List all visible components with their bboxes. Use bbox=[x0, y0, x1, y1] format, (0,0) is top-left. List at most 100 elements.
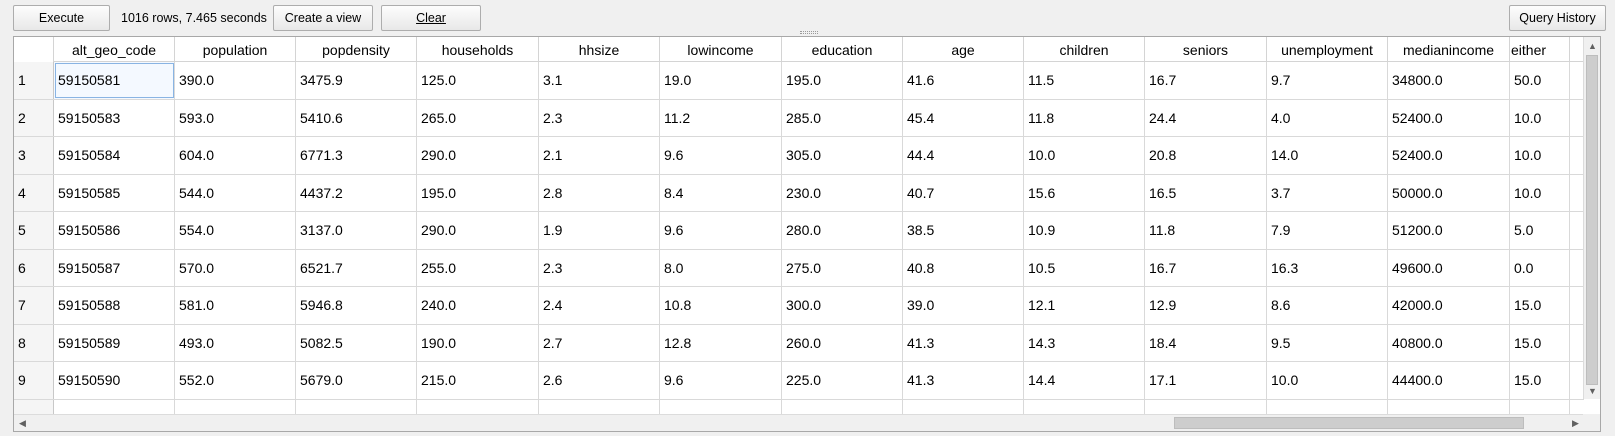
column-header-either[interactable]: either bbox=[1510, 37, 1570, 62]
table-cell[interactable]: 300.0 bbox=[782, 287, 903, 324]
table-cell[interactable]: 39.0 bbox=[903, 287, 1024, 324]
horizontal-scrollbar[interactable]: ◀ ▶ bbox=[14, 414, 1584, 431]
table-cell[interactable]: 40.8 bbox=[903, 249, 1024, 286]
table-cell[interactable]: 24.4 bbox=[1145, 99, 1267, 136]
table-cell[interactable]: 17.1 bbox=[1145, 362, 1267, 399]
table-cell[interactable]: 10.8 bbox=[660, 287, 782, 324]
table-cell[interactable]: 59150587 bbox=[54, 249, 175, 286]
table-cell[interactable]: 2.4 bbox=[539, 287, 660, 324]
table-cell[interactable]: 570.0 bbox=[175, 249, 296, 286]
table-cell[interactable]: 15.0 bbox=[1510, 287, 1570, 324]
table-cell[interactable]: 8.4 bbox=[660, 174, 782, 211]
table-cell[interactable]: 18.4 bbox=[1145, 324, 1267, 361]
table-cell[interactable]: 44.4 bbox=[903, 137, 1024, 174]
table-cell[interactable]: 285.0 bbox=[782, 99, 903, 136]
table-cell[interactable]: 195.0 bbox=[417, 174, 539, 211]
table-cell[interactable]: 2.1 bbox=[539, 137, 660, 174]
table-cell[interactable]: 38.5 bbox=[903, 212, 1024, 249]
table-cell[interactable]: 49600.0 bbox=[1388, 249, 1510, 286]
table-cell[interactable]: 2.6 bbox=[539, 362, 660, 399]
table-cell[interactable]: 12.1 bbox=[1024, 287, 1145, 324]
table-cell[interactable]: 8.0 bbox=[660, 249, 782, 286]
table-cell[interactable]: 9.6 bbox=[660, 212, 782, 249]
table-cell[interactable]: 16.7 bbox=[1145, 62, 1267, 99]
grid-corner[interactable] bbox=[14, 37, 54, 62]
horizontal-scroll-thumb[interactable] bbox=[1174, 417, 1524, 429]
table-cell[interactable]: 40800.0 bbox=[1388, 324, 1510, 361]
table-cell[interactable]: 275.0 bbox=[782, 249, 903, 286]
table-cell[interactable]: 6521.7 bbox=[296, 249, 417, 286]
table-cell[interactable]: 59150581 bbox=[54, 62, 175, 99]
table-cell[interactable]: 15.0 bbox=[1510, 324, 1570, 361]
table-cell[interactable]: 3.7 bbox=[1267, 174, 1388, 211]
results-grid[interactable]: alt_geo_code population popdensity househol… bbox=[13, 36, 1601, 432]
column-header-unemployment[interactable]: unemployment bbox=[1267, 37, 1388, 62]
table-cell[interactable]: 290.0 bbox=[417, 212, 539, 249]
table-cell[interactable]: 20.8 bbox=[1145, 137, 1267, 174]
table-cell[interactable]: 190.0 bbox=[417, 324, 539, 361]
splitter-grip-icon[interactable] bbox=[800, 31, 818, 34]
table-cell[interactable]: 1.9 bbox=[539, 212, 660, 249]
column-header-households[interactable]: households bbox=[417, 37, 539, 62]
scroll-right-icon[interactable]: ▶ bbox=[1572, 418, 1579, 428]
table-cell[interactable]: 5082.5 bbox=[296, 324, 417, 361]
table-cell[interactable]: 51200.0 bbox=[1388, 212, 1510, 249]
table-cell[interactable]: 280.0 bbox=[782, 212, 903, 249]
table-cell[interactable]: 390.0 bbox=[175, 62, 296, 99]
table-cell[interactable]: 230.0 bbox=[782, 174, 903, 211]
table-cell[interactable]: 5679.0 bbox=[296, 362, 417, 399]
table-cell[interactable]: 11.8 bbox=[1024, 99, 1145, 136]
table-cell[interactable]: 45.4 bbox=[903, 99, 1024, 136]
table-cell[interactable]: 5410.6 bbox=[296, 99, 417, 136]
row-number[interactable]: 9 bbox=[14, 362, 54, 399]
table-cell[interactable]: 11.2 bbox=[660, 99, 782, 136]
table-cell[interactable]: 240.0 bbox=[417, 287, 539, 324]
table-cell[interactable]: 41.3 bbox=[903, 362, 1024, 399]
table-cell[interactable]: 15.6 bbox=[1024, 174, 1145, 211]
column-header-alt_geo_code[interactable]: alt_geo_code bbox=[54, 37, 175, 62]
table-cell[interactable]: 44400.0 bbox=[1388, 362, 1510, 399]
table-cell[interactable]: 6771.3 bbox=[296, 137, 417, 174]
table-cell[interactable]: 16.5 bbox=[1145, 174, 1267, 211]
table-cell[interactable]: 7.9 bbox=[1267, 212, 1388, 249]
table-cell[interactable]: 10.0 bbox=[1267, 362, 1388, 399]
table-cell[interactable]: 195.0 bbox=[782, 62, 903, 99]
table-cell[interactable]: 14.4 bbox=[1024, 362, 1145, 399]
column-header-age[interactable]: age bbox=[903, 37, 1024, 62]
table-cell[interactable]: 10.9 bbox=[1024, 212, 1145, 249]
table-cell[interactable]: 59150585 bbox=[54, 174, 175, 211]
table-cell[interactable]: 52400.0 bbox=[1388, 99, 1510, 136]
table-cell[interactable]: 604.0 bbox=[175, 137, 296, 174]
table-cell[interactable]: 290.0 bbox=[417, 137, 539, 174]
table-cell[interactable]: 10.0 bbox=[1510, 99, 1570, 136]
scroll-left-icon[interactable]: ◀ bbox=[19, 418, 26, 428]
table-cell[interactable]: 554.0 bbox=[175, 212, 296, 249]
column-header-seniors[interactable]: seniors bbox=[1145, 37, 1267, 62]
table-cell[interactable]: 41.3 bbox=[903, 324, 1024, 361]
table-cell[interactable]: 0.0 bbox=[1510, 249, 1570, 286]
row-number[interactable]: 7 bbox=[14, 287, 54, 324]
table-cell[interactable]: 581.0 bbox=[175, 287, 296, 324]
table-cell[interactable]: 4437.2 bbox=[296, 174, 417, 211]
table-cell[interactable]: 3.1 bbox=[539, 62, 660, 99]
row-number[interactable]: 4 bbox=[14, 174, 54, 211]
table-cell[interactable]: 59150588 bbox=[54, 287, 175, 324]
table-cell[interactable]: 8.6 bbox=[1267, 287, 1388, 324]
row-number[interactable]: 6 bbox=[14, 249, 54, 286]
table-cell[interactable]: 5.0 bbox=[1510, 212, 1570, 249]
query-history-button[interactable]: Query History bbox=[1509, 5, 1606, 31]
table-cell[interactable]: 125.0 bbox=[417, 62, 539, 99]
table-cell[interactable]: 9.5 bbox=[1267, 324, 1388, 361]
table-cell[interactable]: 16.7 bbox=[1145, 249, 1267, 286]
vertical-scroll-thumb[interactable] bbox=[1586, 55, 1598, 385]
vertical-scrollbar[interactable]: ▲ ▼ bbox=[1583, 37, 1600, 399]
table-cell[interactable]: 544.0 bbox=[175, 174, 296, 211]
table-cell[interactable]: 2.3 bbox=[539, 99, 660, 136]
table-cell[interactable]: 305.0 bbox=[782, 137, 903, 174]
column-header-children[interactable]: children bbox=[1024, 37, 1145, 62]
scroll-up-icon[interactable]: ▲ bbox=[1588, 40, 1597, 51]
table-cell[interactable]: 493.0 bbox=[175, 324, 296, 361]
scroll-down-icon[interactable]: ▼ bbox=[1588, 385, 1597, 396]
table-cell[interactable]: 59150586 bbox=[54, 212, 175, 249]
table-cell[interactable]: 14.3 bbox=[1024, 324, 1145, 361]
